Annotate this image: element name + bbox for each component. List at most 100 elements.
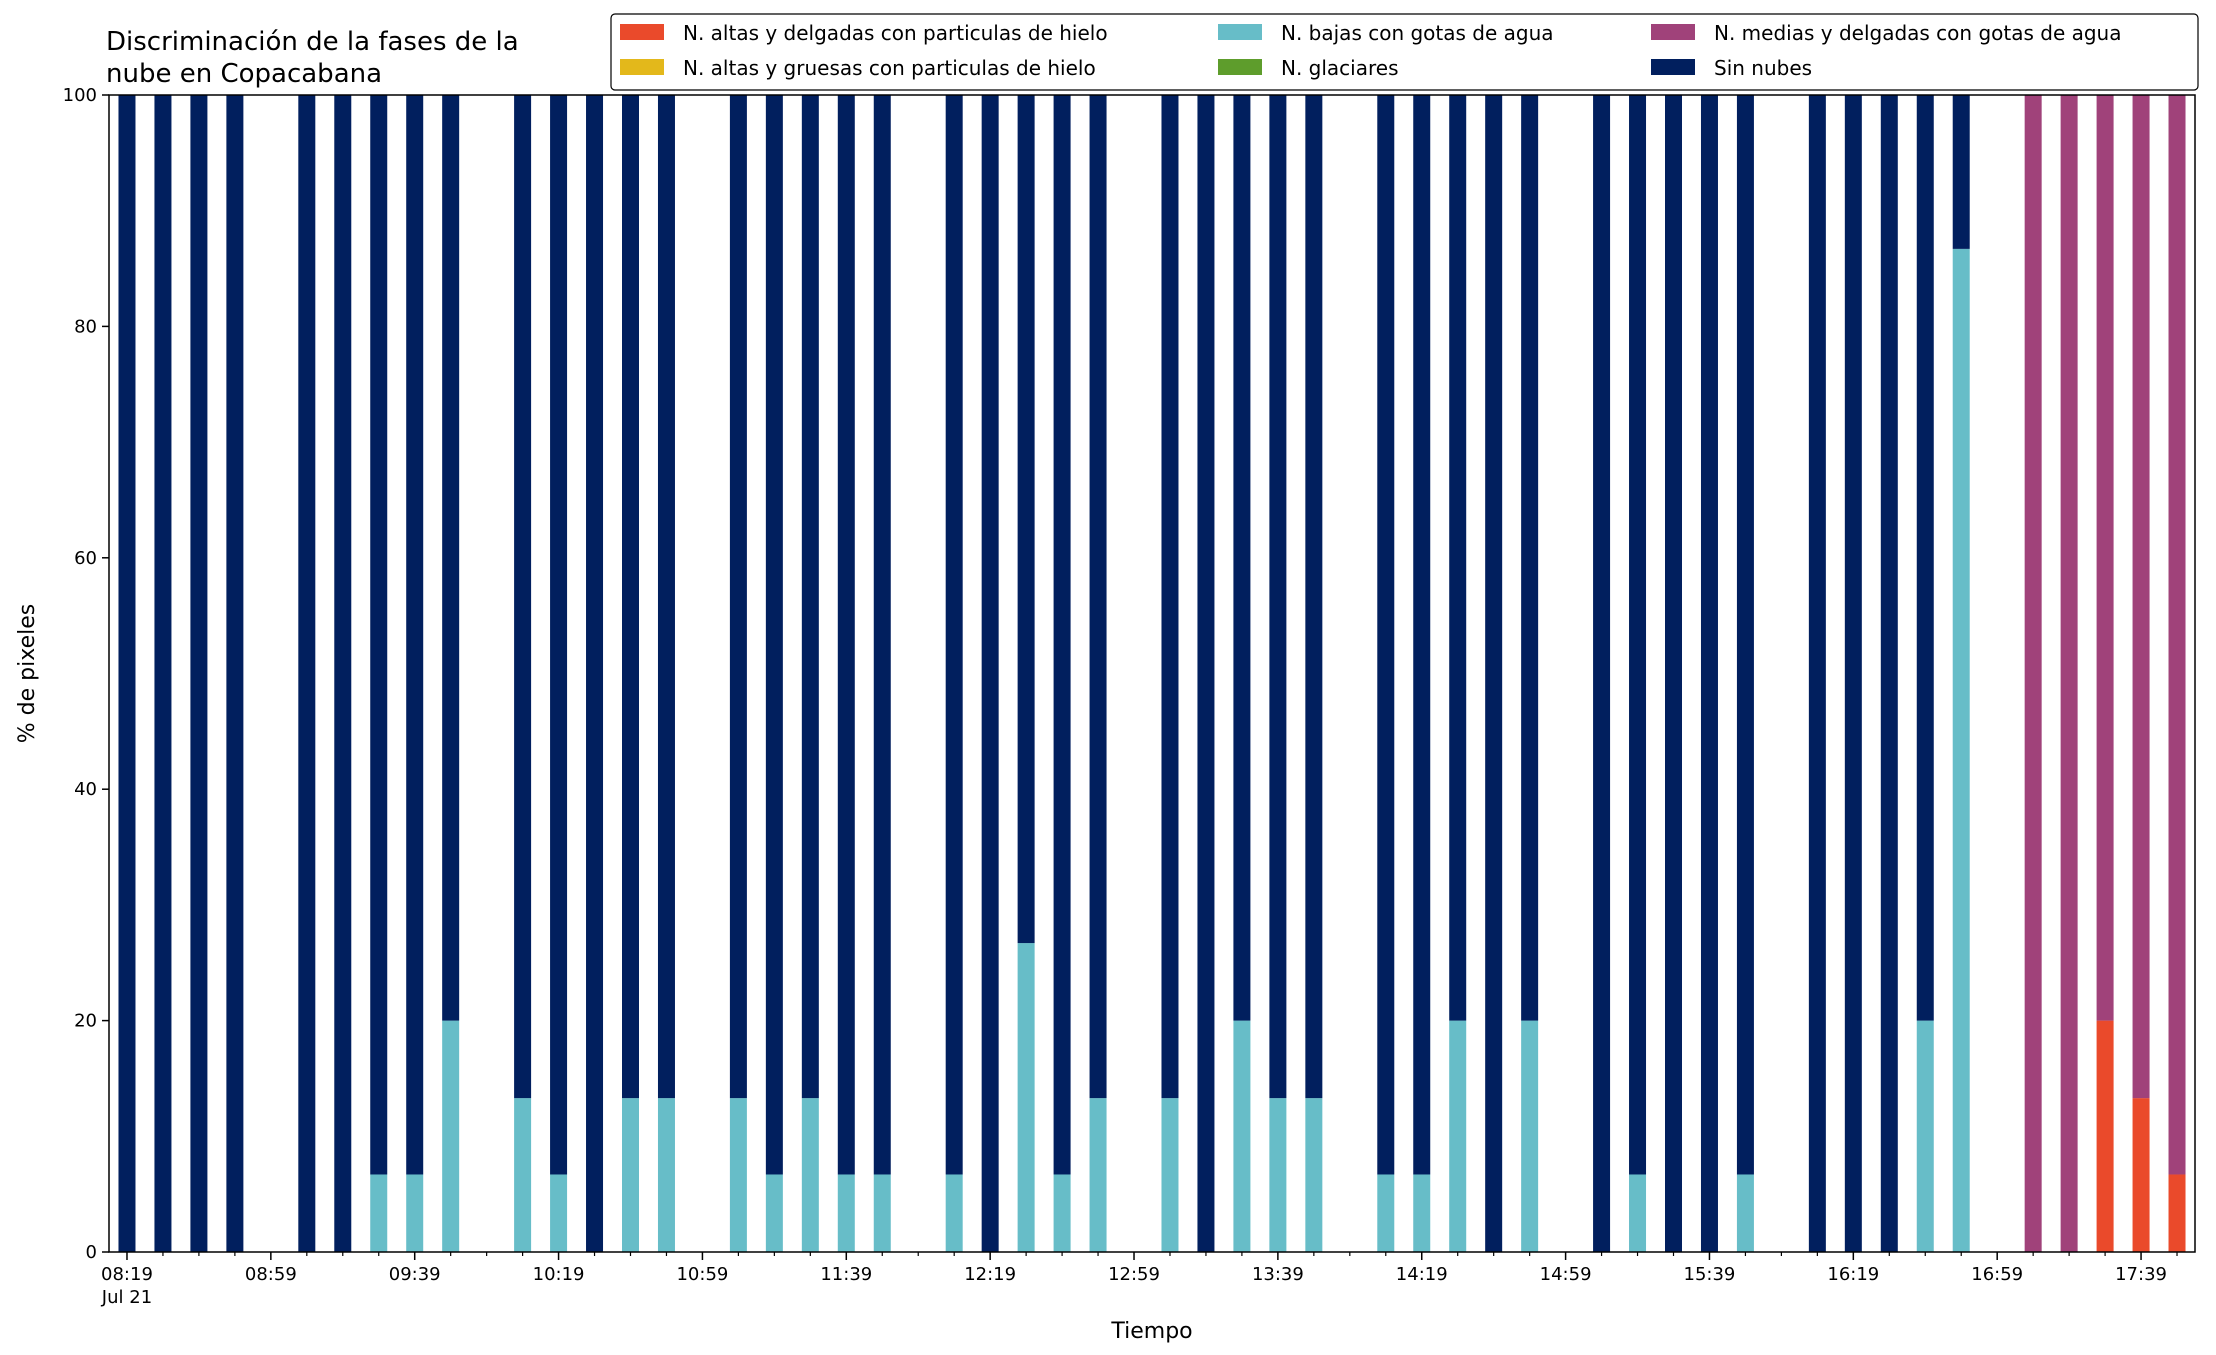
x-tick-label-8: 13:39 [1252,1264,1304,1285]
bar-segment-bajas-43 [1952,248,1970,1252]
x-tick-label-5: 11:39 [820,1264,872,1285]
legend-label-5: Sin nubes [1714,56,1812,80]
x-axis-label: Tiempo [1110,1319,1192,1344]
bar-segment-sin_nubes-29 [1377,95,1395,1175]
bar-segment-sin_nubes-8 [442,95,460,1021]
legend-label-0: N. altas y delgadas con particulas de hi… [683,21,1108,45]
bar-segment-sin_nubes-3 [226,95,244,1252]
legend-swatch-4 [1651,24,1695,40]
bar-segment-bajas-42 [1916,1020,1934,1252]
bar-segment-sin_nubes-9 [514,95,532,1099]
bar-segment-bajas-31 [1449,1020,1467,1252]
y-tick-label-2: 40 [74,779,97,800]
x-tick-label-13: 16:59 [1971,1264,2023,1285]
x-tick-label-1: 08:59 [245,1264,297,1285]
bar-segment-sin_nubes-34 [1593,95,1611,1252]
bar-segment-sin_nubes-18 [873,95,891,1175]
bar-segment-sin_nubes-25 [1197,95,1215,1252]
bar-segment-bajas-14 [729,1098,747,1252]
bar-segment-bajas-22 [1053,1174,1071,1252]
bar-segment-sin_nubes-31 [1449,95,1467,1021]
bar-segment-sin_nubes-11 [586,95,604,1252]
bar-segment-sin_nubes-13 [657,95,675,1099]
x-tick-label-12: 16:19 [1827,1264,1879,1285]
bar-segment-sin_nubes-16 [801,95,819,1099]
bar-segment-sin_nubes-42 [1916,95,1934,1021]
bar-segment-altas_delgadas-48 [2168,1174,2186,1252]
bar-segment-bajas-29 [1377,1174,1395,1252]
y-axis: 0 20 40 60 80 100 [63,85,109,1263]
bar-segment-sin_nubes-24 [1161,95,1179,1099]
y-tick-label-0: 0 [86,1242,97,1263]
bar-segment-medias-48 [2168,95,2186,1175]
x-tick-label-6: 12:19 [964,1264,1016,1285]
x-tick-label-4: 10:59 [676,1264,728,1285]
bar-segment-bajas-19 [945,1174,963,1252]
bar-segment-sin_nubes-0 [118,95,136,1252]
bar-segment-sin_nubes-22 [1053,95,1071,1175]
bar-segment-sin_nubes-14 [729,95,747,1099]
bar-segment-altas_delgadas-46 [2096,1020,2114,1252]
bar-segment-sin_nubes-15 [765,95,783,1175]
x-date-label: Jul 21 [101,1287,152,1308]
bar-segment-medias-46 [2096,95,2114,1021]
bar-segment-sin_nubes-4 [298,95,316,1252]
bar-segment-sin_nubes-5 [334,95,352,1252]
bar-segment-bajas-12 [622,1098,639,1252]
bar-segment-sin_nubes-2 [190,95,208,1252]
bar-segment-sin_nubes-40 [1844,95,1862,1252]
legend-swatch-2 [1218,24,1262,40]
bar-segment-bajas-38 [1736,1174,1754,1252]
bar-segment-sin_nubes-38 [1736,95,1754,1175]
bar-segment-bajas-21 [1017,943,1035,1252]
bar-segment-bajas-7 [406,1174,424,1252]
bar-segment-sin_nubes-28 [1305,95,1323,1099]
bar-segment-sin_nubes-37 [1700,95,1718,1252]
x-tick-label-2: 09:39 [389,1264,441,1285]
y-tick-label-3: 60 [74,548,97,569]
x-tick-label-14: 17:39 [2115,1264,2167,1285]
bar-segment-bajas-35 [1629,1174,1647,1252]
bar-segment-medias-47 [2132,95,2150,1099]
x-tick-label-9: 14:19 [1396,1264,1448,1285]
bar-segment-bajas-23 [1089,1098,1107,1252]
y-axis-label: % de pixeles [15,604,40,743]
legend-label-4: N. medias y delgadas con gotas de agua [1714,21,2122,45]
legend-swatch-1 [620,59,664,75]
bar-segment-sin_nubes-30 [1413,95,1431,1175]
bar-segment-sin_nubes-41 [1880,95,1898,1252]
x-tick-label-10: 14:59 [1540,1264,1592,1285]
bar-segment-bajas-13 [657,1098,675,1252]
y-tick-label-1: 20 [74,1011,97,1032]
x-tick-label-11: 15:39 [1684,1264,1736,1285]
bar-segment-sin_nubes-19 [945,95,963,1175]
legend: N. altas y delgadas con particulas de hi… [610,13,2199,91]
x-axis: 08:19 08:59 09:39 10:19 10:59 11:39 12:19 12:59… [101,1252,2178,1308]
legend-swatch-3 [1218,59,1262,75]
bar-segment-sin_nubes-35 [1629,95,1647,1175]
x-tick-label-0: 08:19 [101,1264,153,1285]
bar-segment-medias-45 [2060,95,2078,1252]
chart-title-line-2: nube en Copacabana [106,59,382,89]
bar-segment-altas_delgadas-47 [2132,1098,2150,1252]
bar-segment-sin_nubes-23 [1089,95,1107,1099]
bar-segment-sin_nubes-10 [550,95,568,1175]
legend-swatch-5 [1651,59,1695,75]
bar-segment-sin_nubes-1 [154,95,172,1252]
y-tick-label-5: 100 [63,85,97,106]
bar-segment-sin_nubes-39 [1808,95,1826,1252]
bar-segment-sin_nubes-43 [1952,95,1970,249]
bar-segment-bajas-27 [1269,1098,1287,1252]
chart-title-line-1: Discriminación de la fases de la [106,27,519,57]
bar-segment-bajas-6 [370,1174,388,1252]
bar-segment-sin_nubes-7 [406,95,424,1175]
legend-box [610,13,2199,91]
bar-segment-bajas-33 [1521,1020,1539,1252]
bar-segment-sin_nubes-21 [1017,95,1035,944]
bar-segment-sin_nubes-20 [981,95,999,1252]
plot-frame [108,94,2196,1253]
legend-label-2: N. bajas con gotas de agua [1281,21,1554,45]
bar-segment-bajas-28 [1305,1098,1323,1252]
bar-segment-medias-44 [2024,95,2042,1252]
